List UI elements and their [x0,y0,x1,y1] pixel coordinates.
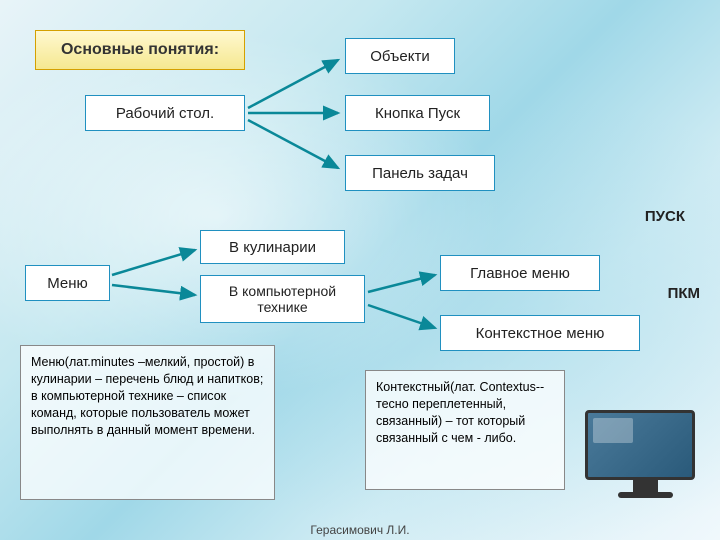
computer-tech-box: В компьютерной технике [200,275,365,323]
monitor-icon [585,410,705,505]
start-button-box: Кнопка Пуск [345,95,490,131]
pusk-label: ПУСК [645,208,685,225]
taskbar-box: Панель задач [345,155,495,191]
pkm-label: ПКМ [668,285,700,302]
desktop-box: Рабочий стол. [85,95,245,131]
menu-definition-note: Меню(лат.minutes –мелкий, простой) в кул… [20,345,275,500]
footer-author: Герасимович Л.И. [0,523,720,537]
main-menu-box: Главное меню [440,255,600,291]
title-box: Основные понятия: [35,30,245,70]
culinary-box: В кулинарии [200,230,345,264]
objects-box: Объекти [345,38,455,74]
context-definition-note: Контекстный(лат. Contextus-- тесно переп… [365,370,565,490]
context-menu-box: Контекстное меню [440,315,640,351]
menu-box: Меню [25,265,110,301]
